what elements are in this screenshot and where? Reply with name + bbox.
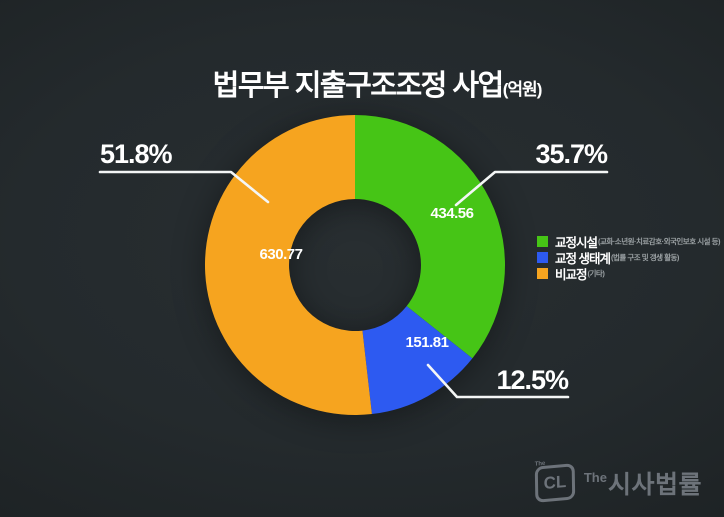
percent-label-blue: 12.5% — [496, 365, 569, 395]
legend-label: 교정시설 — [555, 235, 598, 250]
chart-title-unit: (억원) — [502, 80, 543, 99]
legend-label: 교정 생태계 — [555, 251, 611, 266]
legend-item-corrections: 교정시설 (교화·소년원·치료감호·외국인보호 시설 등) — [537, 235, 720, 250]
value-label-blue: 151.81 — [405, 334, 449, 351]
legend-swatch-green-icon — [537, 235, 548, 247]
legend-swatch-blue-icon — [537, 251, 548, 263]
pie-slice-2 — [204, 114, 372, 415]
callout-line-blue — [426, 363, 570, 399]
legend-label: 비교정 — [555, 267, 588, 282]
legend-sublabel: (법률 구조 및 갱생 활동) — [610, 252, 679, 262]
legend-sublabel: (기타) — [587, 268, 605, 278]
percent-label-orange: 51.8% — [100, 139, 173, 169]
chart-title-text: 법무부 지출구조조정 사업 — [212, 70, 505, 102]
logo-emblem-icon: The CL — [534, 460, 576, 503]
legend-item-noncorrection: 비교정 (기타) — [537, 267, 720, 282]
brand-logo: The CL The 시사법률 — [534, 460, 702, 503]
legend-swatch-orange-icon — [537, 267, 548, 279]
callout-line-green — [454, 170, 609, 207]
logo-emblem-letters: CL — [543, 471, 567, 494]
logo-the: The — [583, 469, 607, 485]
pie-slice-0 — [355, 115, 506, 359]
legend: 교정시설 (교화·소년원·치료감호·외국인보호 시설 등) 교정 생태계 (법률… — [537, 235, 720, 283]
legend-sublabel: (교화·소년원·치료감호·외국인보호 시설 등) — [598, 236, 720, 246]
value-label-orange: 630.77 — [259, 246, 303, 263]
callout-line-orange — [98, 170, 270, 204]
percent-label-green: 35.7% — [535, 139, 608, 169]
logo-emblem-the: The — [534, 460, 546, 468]
value-label-green: 434.56 — [430, 205, 474, 222]
legend-item-ecosystem: 교정 생태계 (법률 구조 및 갱생 활동) — [537, 251, 720, 266]
logo-name: 시사법률 — [607, 471, 702, 499]
chart-title: 법무부 지출구조조정 사업(억원) — [0, 62, 724, 104]
pie-slice-1 — [362, 306, 473, 415]
